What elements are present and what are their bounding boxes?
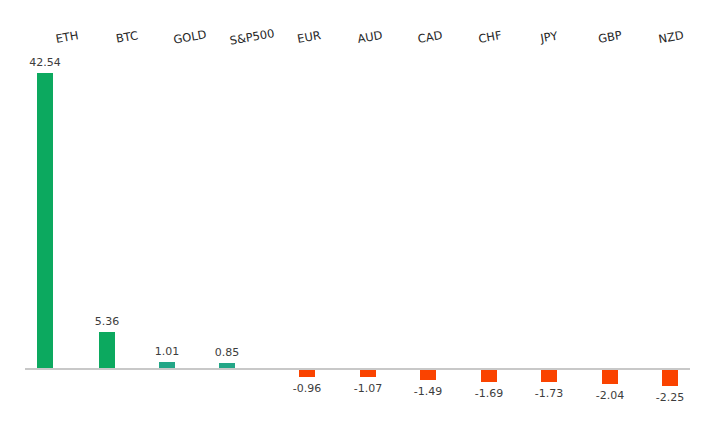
value-label-cad: -1.49: [398, 385, 458, 398]
bar-nzd: [662, 369, 678, 386]
x-axis-line: [25, 368, 690, 370]
category-label-nzd: NZD: [635, 24, 706, 50]
bar-gbp: [602, 369, 618, 384]
value-label-chf: -1.69: [459, 387, 519, 400]
value-label-gold: 1.01: [137, 345, 197, 358]
value-label-sp500: 0.85: [197, 346, 257, 359]
bar-chart: 42.54ETH5.36BTC1.01GOLD0.85S&P500-0.96EU…: [0, 0, 728, 436]
bar-aud: [360, 369, 376, 377]
value-label-jpy: -1.73: [519, 387, 579, 400]
value-label-nzd: -2.25: [640, 391, 700, 404]
value-label-gbp: -2.04: [580, 389, 640, 402]
bar-btc: [99, 332, 115, 369]
value-label-aud: -1.07: [338, 382, 398, 395]
bar-eth: [37, 73, 53, 369]
bar-chf: [481, 369, 497, 382]
value-label-btc: 5.36: [77, 315, 137, 328]
bar-cad: [420, 369, 436, 380]
bar-jpy: [541, 369, 557, 382]
value-label-eur: -0.96: [277, 382, 337, 395]
bar-eur: [299, 369, 315, 377]
value-label-eth: 42.54: [15, 56, 75, 69]
category-label-btc: BTC: [91, 24, 162, 50]
category-label-gold: GOLD: [154, 24, 225, 50]
